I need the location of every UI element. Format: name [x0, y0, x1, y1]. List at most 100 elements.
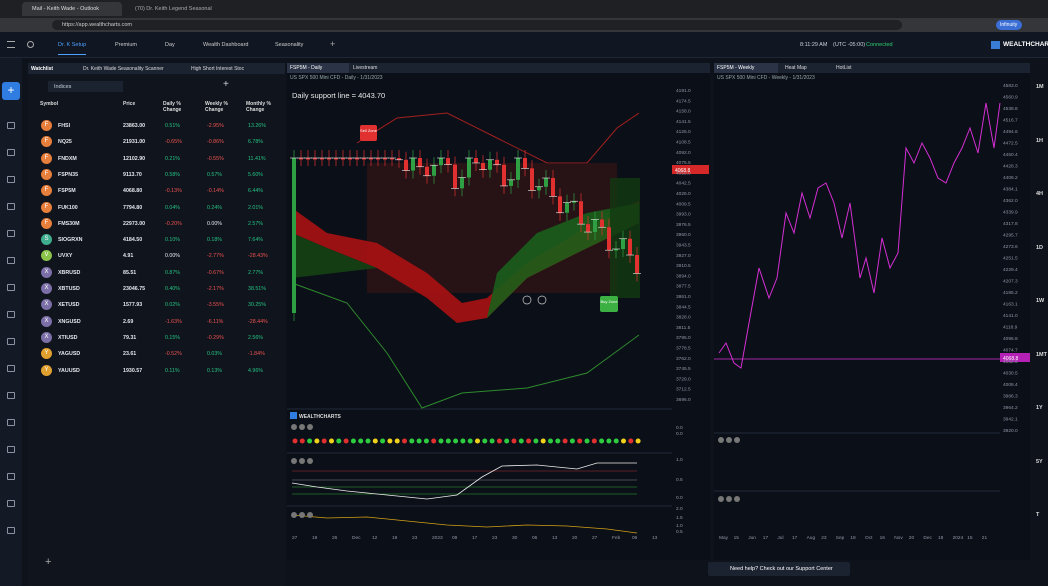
add-tab[interactable]: + [330, 39, 336, 49]
tool-icon[interactable] [7, 230, 15, 237]
nav-tab[interactable]: Dr. K Setup [58, 42, 87, 55]
price-label: 4560.9 [1003, 95, 1018, 101]
tool-icon[interactable] [7, 311, 15, 318]
change: 2.57% [248, 220, 264, 227]
interval[interactable]: 1H [1036, 137, 1044, 144]
tool-icon[interactable] [7, 365, 15, 372]
browser-tab[interactable]: Mail - Keith Wade - Outlook [22, 2, 122, 16]
price: 12102.90 [123, 155, 146, 162]
watchlist-row[interactable]: X XBTUSD 23046.75 0.40% -2.17% 38.51% [28, 281, 285, 297]
change: 0.51% [165, 123, 181, 129]
price-label: 3861.0 [676, 294, 691, 300]
watchlist-row[interactable]: X XTIUSD 79.31 0.15% -0.29% 2.56% [28, 330, 285, 346]
profile[interactable]: Infinuity [996, 20, 1022, 30]
tab[interactable]: HotList [836, 65, 852, 71]
nav-tab[interactable]: Seasonality [275, 42, 304, 48]
tool-icon[interactable] [7, 257, 15, 264]
tool-icon[interactable] [7, 419, 15, 426]
price: 4.91 [123, 253, 134, 260]
change: 13.26% [248, 123, 266, 129]
watchlist-row[interactable]: F FNDXM 12102.90 0.21% -0.55% 11.41% [28, 151, 285, 167]
tool-icon[interactable] [7, 446, 15, 453]
watchlist-row[interactable]: F FUK100 7794.80 0.04% 0.24% 2.01% [28, 200, 285, 216]
signal-dot [475, 438, 480, 444]
price-label: 3729.0 [676, 376, 691, 382]
nav-tab[interactable]: Day [165, 42, 175, 48]
watchlist-row[interactable]: S SIOGRXN 4184.50 0.10% 0.18% 7.64% [28, 232, 285, 248]
price-label: 4273.6 [1003, 244, 1018, 250]
filter-select[interactable]: Indices [48, 81, 123, 92]
watchlist-row[interactable]: F FHSI 23863.00 0.51% -2.95% 13.26% [28, 118, 285, 134]
candle [523, 158, 527, 169]
url-bar[interactable]: https://app.wealthcharts.com [52, 20, 902, 30]
candle [558, 196, 562, 213]
interval[interactable]: 1M [1036, 84, 1044, 90]
tool-icon[interactable] [7, 338, 15, 345]
indicator-logo [290, 412, 297, 419]
interval[interactable]: 1Y [1036, 405, 1043, 411]
connection-status: Connected [866, 42, 893, 48]
tab[interactable]: FSP5M - Daily [287, 63, 349, 73]
watchlist-row[interactable]: X XBRUSD 85.51 0.87% -0.67% 2.77% [28, 265, 285, 281]
candle [418, 158, 422, 167]
signal-dot [365, 438, 371, 444]
tool-icon[interactable] [7, 122, 15, 129]
tool-icon[interactable] [7, 203, 15, 210]
watchlist-row[interactable]: Y YAUUSD 1930.57 0.11% 0.13% 4.96% [28, 363, 285, 379]
watchlist-row[interactable]: F FSP5M 4068.80 -0.13% -0.14% 6.44% [28, 183, 285, 199]
price-label: 3696.0 [676, 397, 691, 403]
tool-icon[interactable] [7, 176, 15, 183]
tab[interactable]: FSP5M - Weekly [714, 63, 778, 73]
price-label: 4362.0 [1003, 198, 1018, 204]
x-label: 17 [763, 535, 769, 541]
menu-icon[interactable] [7, 41, 15, 48]
tool-icon[interactable] [7, 500, 15, 507]
tab[interactable]: Dr. Keith Wade Seasonality Scanner [83, 66, 164, 72]
change: 0.04% [165, 204, 181, 211]
interval[interactable]: 1MT [1036, 351, 1047, 358]
interval[interactable]: 5Y [1036, 458, 1043, 465]
signal-dot [438, 438, 444, 444]
tab[interactable]: Heat Map [785, 65, 807, 71]
marker [537, 295, 547, 305]
x-label: 23 [492, 535, 498, 541]
change: 0.03% [207, 351, 223, 358]
interval[interactable]: 1W [1036, 298, 1045, 304]
tab[interactable]: Watchlist [31, 66, 54, 72]
browser-tab[interactable]: (70) Dr. Keith Legend Seasonal [135, 6, 212, 12]
brand-logo [991, 41, 1000, 49]
add-panel[interactable]: + [45, 556, 52, 568]
lower-band [291, 282, 640, 409]
interval[interactable]: T [1036, 512, 1040, 518]
nav-tab[interactable]: Premium [115, 42, 138, 48]
watchlist-row[interactable]: Y YAGUSD 23.61 -0.52% 0.03% -1.84% [28, 346, 285, 362]
watchlist-row[interactable]: V UVXY 4.91 0.00% -2.77% -28.43% [28, 248, 285, 264]
watchlist-row[interactable]: F NQ25 21931.00 -0.65% -0.86% 6.78% [28, 134, 285, 150]
last-price: 4068.8 [675, 168, 691, 174]
symbol: FNDXM [58, 155, 77, 162]
watchlist-row[interactable]: X XETUSD 1577.93 0.02% -3.55% 30.25% [28, 297, 285, 313]
tool-icon[interactable] [7, 473, 15, 480]
support-banner[interactable]: Need help? Check out our Support Center [708, 562, 850, 576]
tool-icon[interactable] [7, 284, 15, 291]
tool-icon[interactable] [7, 149, 15, 156]
nav-tab[interactable]: Wealth Dashboard [203, 42, 249, 48]
watchlist-row[interactable]: X XNGUSD 2.69 -1.63% -6.11% -28.44% [28, 314, 285, 330]
tool-icon[interactable] [7, 527, 15, 534]
interval[interactable]: 4H [1036, 191, 1044, 197]
tool-icon[interactable] [7, 392, 15, 399]
price-label: 4516.7 [1003, 118, 1018, 124]
change: 0.02% [165, 302, 181, 309]
add-symbol[interactable]: + [223, 79, 229, 90]
x-label: 06 [632, 535, 638, 541]
price-label: 4317.8 [1003, 221, 1018, 227]
tab[interactable]: Livestream [353, 65, 378, 71]
interval[interactable]: 1D [1036, 244, 1044, 251]
signal-dot [329, 438, 334, 444]
x-label: 13 [652, 535, 658, 541]
tab[interactable]: High Short Interest Stoc [191, 66, 245, 72]
watchlist-row[interactable]: F FMS30M 22973.00 -0.20% 0.00% 2.57% [28, 216, 285, 232]
add-button[interactable]: + [2, 82, 20, 100]
search-icon[interactable] [27, 41, 34, 48]
watchlist-row[interactable]: F FSPN35 9113.70 0.58% 0.57% 5.60% [28, 167, 285, 183]
